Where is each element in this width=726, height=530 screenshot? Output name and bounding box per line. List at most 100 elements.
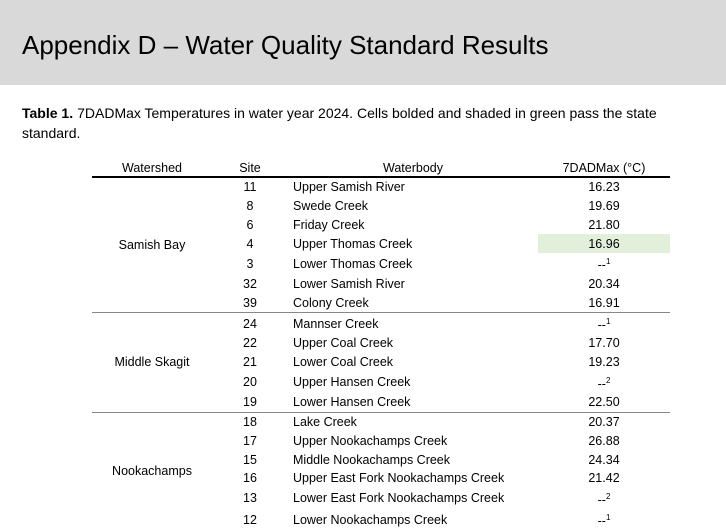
table-row: Middle Skagit 24 Mannser Creek --1 <box>92 311 670 413</box>
table-wrap: Watershed Site Waterbody 7DADMax (°C) Sa… <box>92 159 670 530</box>
value-cell: --1 <box>538 253 670 274</box>
waterbody-cell: Middle Nookachamps Creek <box>293 452 451 467</box>
table-row: 20 Upper Hansen Creek --2 <box>92 372 670 393</box>
value-text: 21.80 <box>588 217 620 232</box>
value-text: 19.23 <box>588 355 620 370</box>
table-row: 19 Lower Hansen Creek 22.50 <box>92 393 670 412</box>
value-cell: 17.70 <box>538 334 670 353</box>
site-cell: 11 <box>243 180 257 195</box>
waterbody-cell: Upper Coal Creek <box>293 336 394 351</box>
site-cell: 3 <box>246 256 254 271</box>
waterbody-cell: Lower Hansen Creek <box>293 395 411 410</box>
value-cell: --1 <box>538 509 670 530</box>
waterbody-cell: Upper Hansen Creek <box>293 375 411 390</box>
site-cell: 22 <box>243 336 257 351</box>
value-cell: 26.88 <box>538 431 670 450</box>
value-cell: 19.69 <box>538 197 670 216</box>
watershed-cell: Nookachamps <box>92 411 212 530</box>
value-text: 16.23 <box>588 180 620 195</box>
value-text: 24.34 <box>588 452 620 467</box>
value-cell: --1 <box>538 311 670 335</box>
header-band <box>0 0 726 85</box>
waterbody-cell: Lower East Fork Nookachamps Creek <box>293 491 505 506</box>
site-cell: 8 <box>246 199 254 214</box>
table-row: 15 Middle Nookachamps Creek 24.34 <box>92 450 670 469</box>
site-cell: 4 <box>246 236 254 251</box>
waterbody-cell: Upper East Fork Nookachamps Creek <box>293 471 505 486</box>
site-cell: 19 <box>243 395 257 410</box>
site-cell: 12 <box>243 512 257 527</box>
value-text: 16.91 <box>588 295 620 310</box>
waterbody-cell: Lower Thomas Creek <box>293 256 413 271</box>
value-cell: --2 <box>538 372 670 393</box>
table-row: 22 Upper Coal Creek 17.70 <box>92 334 670 353</box>
column-header: 7DADMax (°C) <box>538 159 670 178</box>
watershed-cell: Middle Skagit <box>92 311 212 413</box>
table-row: 13 Lower East Fork Nookachamps Creek --2 <box>92 488 670 509</box>
value-text: -- <box>597 258 606 273</box>
waterbody-cell: Lower Samish River <box>293 276 405 291</box>
table-row: 39 Colony Creek 16.91 <box>92 293 670 312</box>
value-cell: 21.42 <box>538 469 670 488</box>
value-text: 26.88 <box>588 433 620 448</box>
footnote-mark: 2 <box>605 491 611 501</box>
table-row: 17 Upper Nookachamps Creek 26.88 <box>92 431 670 450</box>
site-cell: 20 <box>243 375 257 390</box>
value-text: 17.70 <box>588 336 620 351</box>
column-header: Waterbody <box>288 159 538 178</box>
site-cell: 24 <box>212 311 288 335</box>
footnote-mark: 1 <box>605 512 611 522</box>
table-row: 21 Lower Coal Creek 19.23 <box>92 353 670 372</box>
value-text: 16.96 <box>588 236 620 251</box>
site-cell: 32 <box>243 276 257 291</box>
value-cell: 21.80 <box>538 216 670 235</box>
waterbody-cell: Lake Creek <box>288 411 538 432</box>
value-text: 22.50 <box>588 395 620 410</box>
value-cell: 24.34 <box>538 450 670 469</box>
waterbody-cell: Friday Creek <box>293 217 365 232</box>
table-row: 16 Upper East Fork Nookachamps Creek 21.42 <box>92 469 670 488</box>
waterbody-cell: Upper Samish River <box>293 180 405 195</box>
waterbody-cell: Swede Creek <box>293 199 369 214</box>
table-row: 32 Lower Samish River 20.34 <box>92 274 670 293</box>
table-row: Samish Bay 11 Upper Samish River 16.23 <box>92 177 670 252</box>
site-cell: 18 <box>212 411 288 432</box>
value-text: -- <box>597 514 606 529</box>
value-cell: 19.23 <box>538 353 670 372</box>
value-text: 19.69 <box>588 199 620 214</box>
site-cell: 16 <box>243 471 257 486</box>
value-text: -- <box>597 492 606 507</box>
site-cell: 21 <box>243 355 257 370</box>
waterbody-cell: Lower Nookachamps Creek <box>293 512 448 527</box>
footnote-mark: 1 <box>605 316 611 326</box>
watershed-cell: Samish Bay <box>118 237 186 252</box>
value-cell: 16.96 <box>538 234 670 254</box>
value-cell: 16.23 <box>538 177 670 197</box>
waterbody-cell: Lower Coal Creek <box>293 355 394 370</box>
waterbody-cell: Upper Thomas Creek <box>293 236 413 251</box>
footnote-mark: 2 <box>605 375 611 385</box>
column-header: Watershed <box>92 159 212 178</box>
value-cell: 20.37 <box>538 411 670 432</box>
waterbody-cell: Colony Creek <box>293 295 369 310</box>
waterbody-cell: Mannser Creek <box>288 311 538 335</box>
table-row: 4 Upper Thomas Creek 16.96 <box>92 234 670 254</box>
value-text: -- <box>597 318 606 333</box>
value-text: 21.42 <box>588 471 620 486</box>
table-row: 6 Friday Creek 21.80 <box>92 216 670 235</box>
caption-text: 7DADMax Temperatures in water year 2024.… <box>22 105 657 141</box>
value-text: 20.34 <box>588 276 620 291</box>
table-caption: Table 1. 7DADMax Temperatures in water ye… <box>22 103 712 143</box>
value-cell: --2 <box>538 488 670 509</box>
value-text: -- <box>597 376 606 391</box>
value-text: 20.37 <box>588 415 620 430</box>
waterbody-cell: Upper Nookachamps Creek <box>293 433 448 448</box>
site-cell: 6 <box>246 217 254 232</box>
table-row: 8 Swede Creek 19.69 <box>92 197 670 216</box>
site-cell: 13 <box>243 491 257 506</box>
results-table: Watershed Site Waterbody 7DADMax (°C) Sa… <box>92 159 670 530</box>
page-title: Appendix D – Water Quality Standard Resu… <box>22 30 549 60</box>
table-row: Nookachamps 18 Lake Creek 20.37 <box>92 411 670 530</box>
caption-label: Table 1. <box>22 105 74 121</box>
